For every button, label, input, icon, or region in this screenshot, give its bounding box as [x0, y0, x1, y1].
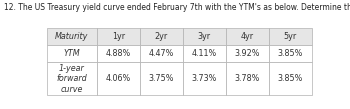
- Bar: [269, 28, 312, 45]
- Text: 3.73%: 3.73%: [192, 74, 217, 83]
- Bar: [269, 45, 312, 62]
- Bar: [140, 28, 183, 45]
- Bar: [97, 62, 140, 95]
- Bar: [226, 62, 269, 95]
- Bar: [140, 62, 183, 95]
- Bar: [47, 62, 97, 95]
- Bar: [140, 45, 183, 62]
- Bar: [183, 45, 226, 62]
- Text: 4.47%: 4.47%: [149, 49, 174, 58]
- Text: 4.11%: 4.11%: [192, 49, 217, 58]
- Text: 3.78%: 3.78%: [234, 74, 260, 83]
- Bar: [97, 28, 140, 45]
- Text: 1-year
forward
curve: 1-year forward curve: [57, 64, 88, 94]
- Text: YTM: YTM: [64, 49, 80, 58]
- Text: 4yr: 4yr: [241, 32, 254, 41]
- Bar: [47, 45, 97, 62]
- Text: 4.88%: 4.88%: [106, 49, 131, 58]
- Text: 2yr: 2yr: [155, 32, 168, 41]
- Text: 3yr: 3yr: [198, 32, 211, 41]
- Text: 3.85%: 3.85%: [278, 74, 303, 83]
- Text: 3.92%: 3.92%: [234, 49, 260, 58]
- Text: 4.06%: 4.06%: [106, 74, 131, 83]
- Text: 3.85%: 3.85%: [278, 49, 303, 58]
- Bar: [47, 28, 97, 45]
- Bar: [97, 45, 140, 62]
- Bar: [226, 45, 269, 62]
- Text: 3.75%: 3.75%: [149, 74, 174, 83]
- Bar: [226, 28, 269, 45]
- Bar: [183, 28, 226, 45]
- Text: 12. The US Treasury yield curve ended February 7th with the YTM's as below. Dete: 12. The US Treasury yield curve ended Fe…: [4, 3, 350, 12]
- Text: Maturity: Maturity: [55, 32, 89, 41]
- Bar: [183, 62, 226, 95]
- Bar: [269, 62, 312, 95]
- Text: 1yr: 1yr: [112, 32, 125, 41]
- Text: 5yr: 5yr: [284, 32, 297, 41]
